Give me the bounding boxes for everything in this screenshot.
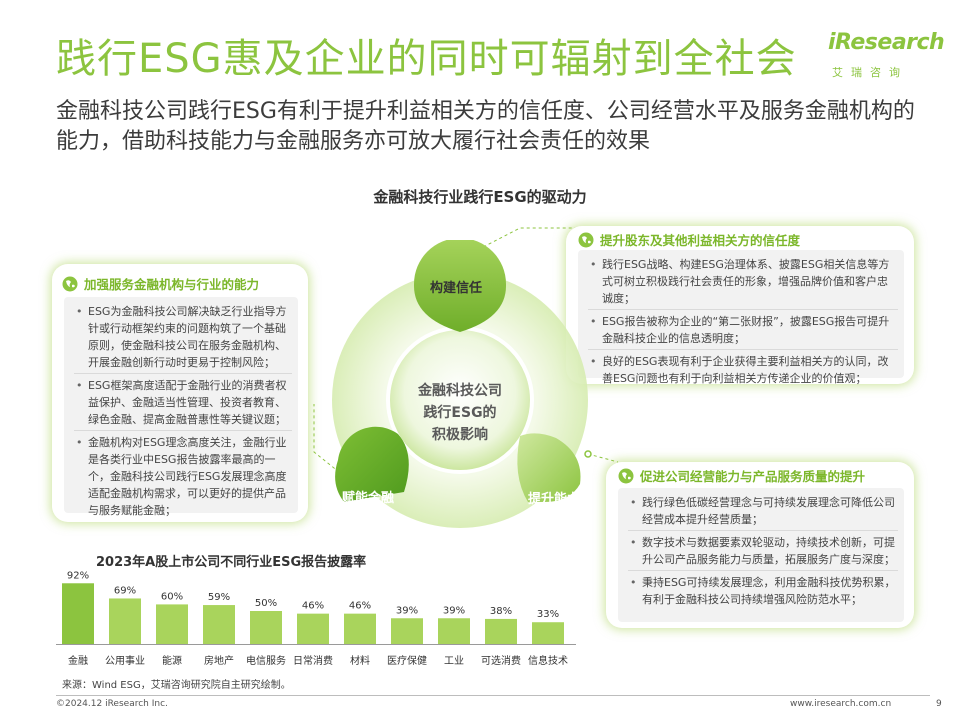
card-top-right-heading: 提升股东及其他利益相关方的信任度 (578, 230, 800, 249)
card-top-right-bullet: 良好的ESG表现有利于企业获得主要利益相关方的认同，改善ESG问题也有利于向利益… (588, 349, 898, 387)
bar-2 (156, 604, 188, 644)
bar-value-label: 33% (537, 609, 559, 620)
card-top-right-bullet: ESG报告被称为企业的“第二张财报”，披露ESG报告可提升金融科技企业的信息透明… (588, 309, 898, 347)
category-label: 材料 (350, 654, 370, 667)
globe-icon (62, 276, 78, 291)
category-label: 电信服务 (246, 654, 286, 667)
bar-value-label: 59% (208, 592, 230, 603)
hub-line-3: 积极影响 (432, 427, 488, 443)
bar-value-label: 46% (302, 601, 324, 612)
card-left-heading-text: 加强服务金融机构与行业的能力 (84, 277, 260, 292)
petal-right-shape (517, 433, 581, 502)
bar-1 (109, 598, 141, 644)
bar-5 (297, 613, 329, 644)
bar-4 (250, 611, 282, 644)
connector-dot-right (584, 450, 592, 458)
card-left-bullet: ESG框架高度适配于金融行业的消费者权益保护、金融适当性管理、投资者教育、绿色金… (74, 373, 292, 428)
bar-value-label: 38% (490, 606, 512, 617)
bar-value-label: 60% (161, 591, 183, 602)
hub-line-2: 践行ESG的 (423, 405, 497, 421)
card-bottom-right-bullet: 践行绿色低碳经营理念与可持续发展理念可降低公司经营成本提升经营质量； (628, 494, 898, 528)
page-subtitle: 金融科技公司践行ESG有利于提升利益相关方的信任度、公司经营水平及服务金融机构的… (56, 99, 915, 154)
category-label: 公用事业 (105, 654, 145, 667)
footer-copyright: ©2024.12 iResearch Inc. (56, 699, 168, 709)
chart-title: 2023年A股上市公司不同行业ESG报告披露率 (96, 555, 367, 570)
footer-divider (56, 695, 930, 696)
card-top-right-body: 践行ESG战略、构建ESG治理体系、披露ESG相关信息等方式可树立积极践行社会责… (578, 250, 904, 385)
card-top-right-bullet: 践行ESG战略、构建ESG治理体系、披露ESG相关信息等方式可树立积极践行社会责… (588, 256, 898, 307)
bar-value-label: 92% (67, 570, 89, 581)
petal-top-shape (414, 240, 506, 332)
connector-right (587, 453, 619, 463)
category-label: 工业 (444, 655, 464, 667)
footer-url[interactable]: www.iresearch.com.cn (790, 699, 892, 709)
hub-line-1: 金融科技公司 (418, 383, 502, 399)
bar-value-label: 39% (443, 605, 465, 616)
category-label: 日常消费 (293, 654, 333, 667)
card-bottom-right-heading: 促进公司经营能力与产品服务质量的提升 (618, 466, 865, 485)
bar-8 (438, 618, 470, 644)
category-label: 能源 (162, 654, 182, 667)
card-bottom-right-bullet: 秉持ESG可持续发展理念，利用金融科技优势积累，有利于金融科技公司持续增强风险防… (628, 570, 898, 608)
bar-0 (62, 583, 94, 644)
category-label: 金融 (68, 654, 88, 667)
bar-chart: 92% 金融 69% 公用事业 60% 能源 59% 房地产 50% 电信服务 46% 日常消费 46%… (56, 570, 576, 667)
card-left-heading: 加强服务金融机构与行业的能力 (62, 274, 259, 293)
bar-value-label: 50% (255, 598, 277, 609)
diagram-graphic (332, 240, 588, 528)
globe-icon (618, 468, 634, 483)
connector-top-right (461, 227, 578, 259)
source-note: 来源：Wind ESG，艾瑞咨询研究院自主研究绘制。 (62, 680, 291, 691)
card-left-bullet: ESG为金融科技公司解决缺乏行业指导方针或行动框架约束的问题构筑了一个基础原则，… (74, 303, 292, 371)
iresearch-logo: iResearch 艾瑞咨询 (828, 30, 945, 90)
logo-wordmark: iResearch (828, 30, 945, 55)
card-bottom-right-bullet: 数字技术与数据要素双轮驱动，持续技术创新，可提升公司产品服务能力与质量，拓展服务… (628, 530, 898, 568)
card-top-right: 提升股东及其他利益相关方的信任度 践行ESG战略、构建ESG治理体系、披露ESG… (566, 226, 914, 385)
bar-value-label: 69% (114, 585, 136, 596)
logo-subtitle: 艾瑞咨询 (832, 66, 908, 79)
page-number: 9 (936, 699, 942, 709)
card-left-bullet: 金融机构对ESG理念高度关注，金融行业是各类行业中ESG报告披露率最高的一个，金… (74, 430, 292, 519)
bar-10 (532, 622, 564, 644)
petal-top-label: 构建信任 (430, 281, 483, 296)
petal-left-label: 赋能金融 (342, 491, 395, 506)
bar-7 (391, 618, 423, 644)
card-bottom-right-heading-text: 促进公司经营能力与产品服务质量的提升 (640, 469, 866, 484)
section-title: 金融科技行业践行ESG的驱动力 (373, 188, 587, 206)
card-bottom-right: 促进公司经营能力与产品服务质量的提升 践行绿色低碳经营理念与可持续发展理念可降低… (606, 462, 914, 628)
petal-right-label: 提升能力 (528, 492, 581, 507)
card-left-body: ESG为金融科技公司解决缺乏行业指导方针或行动框架约束的问题构筑了一个基础原则，… (64, 297, 298, 517)
card-bottom-right-body: 践行绿色低碳经营理念与可持续发展理念可降低公司经营成本提升经营质量； 数字技术与… (618, 488, 904, 622)
category-label: 房地产 (204, 654, 234, 667)
category-label: 信息技术 (528, 654, 568, 667)
category-label: 医疗保健 (387, 654, 427, 667)
connector-left (313, 404, 345, 477)
page-title: 践行ESG惠及企业的同时可辐射到全社会 (56, 36, 797, 82)
card-top-right-heading-text: 提升股东及其他利益相关方的信任度 (600, 233, 801, 248)
globe-icon (578, 232, 594, 247)
card-left: 加强服务金融机构与行业的能力 ESG为金融科技公司解决缺乏行业指导方针或行动框架… (52, 264, 308, 522)
bar-9 (485, 618, 517, 644)
bar-6 (344, 613, 376, 644)
driver-diagram: 金融科技公司 践行ESG的 积极影响 构建信任 赋能金融 提升能力 (300, 240, 620, 530)
bar-value-label: 39% (396, 605, 418, 616)
bar-3 (203, 605, 235, 644)
hub-label: 金融科技公司 践行ESG的 积极影响 (300, 380, 620, 446)
category-label: 可选消费 (481, 654, 521, 667)
bar-value-label: 46% (349, 601, 371, 612)
petal-left-shape (335, 426, 409, 502)
